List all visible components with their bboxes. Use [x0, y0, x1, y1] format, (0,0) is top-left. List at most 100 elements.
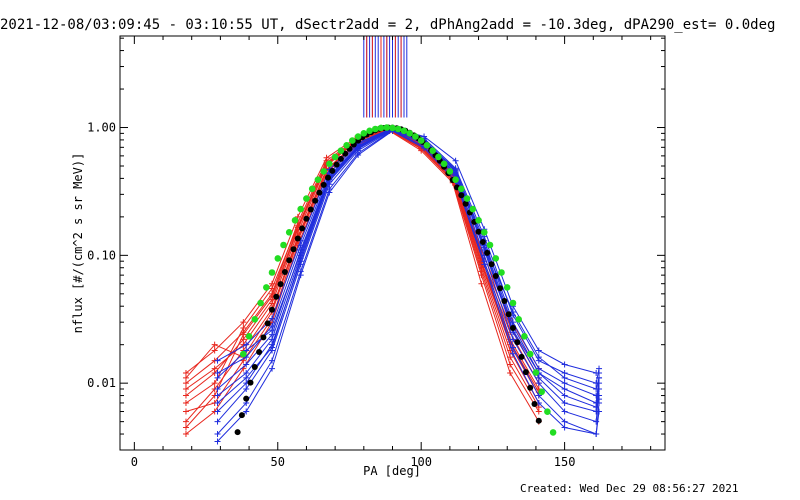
blue-data-point: [561, 418, 568, 425]
black-fit-point: [320, 181, 327, 188]
blue-data-point: [214, 399, 221, 406]
red-data-point: [182, 392, 189, 399]
black-fit-point: [243, 395, 250, 402]
blue-data-point: [481, 244, 488, 251]
black-fit-point: [492, 273, 499, 279]
green-fit-point: [549, 429, 557, 436]
blue-data-point: [481, 261, 488, 268]
black-fit-point: [273, 293, 280, 300]
blue-data-point: [509, 309, 516, 316]
blue-data-point: [596, 380, 603, 387]
black-fit-point: [329, 167, 336, 174]
blue-data-point: [326, 189, 333, 196]
black-fit-point: [488, 261, 495, 268]
black-fit-point: [264, 320, 271, 327]
blue-data-point: [452, 157, 459, 164]
chart-title: 2021-12-08/03:09:45 - 03:10:55 UT, dSect…: [0, 17, 776, 33]
blue-data-point: [561, 399, 568, 406]
black-fit-point: [277, 281, 284, 288]
blue-data-point: [596, 408, 603, 415]
blue-data-point: [214, 374, 221, 381]
green-fit-point: [423, 142, 431, 149]
black-fit-point: [475, 228, 482, 235]
red-data-point: [269, 300, 276, 307]
red-data-point: [182, 374, 189, 381]
black-fit-point: [497, 285, 504, 292]
green-fit-point: [406, 130, 414, 137]
blue-data-point: [269, 344, 276, 351]
green-fit-point: [469, 205, 477, 213]
green-fit-point: [303, 195, 310, 202]
red-data-point: [269, 285, 276, 292]
green-fit-point: [412, 133, 419, 140]
red-data-point: [240, 319, 247, 326]
blue-data-point: [243, 386, 250, 393]
green-fit-point: [515, 316, 522, 323]
blue-data-point: [535, 380, 542, 387]
black-fit-point: [234, 429, 241, 436]
data-series: [182, 36, 603, 445]
green-fit-point: [440, 160, 448, 168]
green-fit-point: [463, 195, 471, 202]
green-fit-point: [337, 147, 345, 154]
green-fit-point: [400, 127, 408, 135]
red-data-point: [240, 331, 247, 338]
blue-data-point: [214, 386, 221, 393]
green-fit-point: [245, 333, 253, 340]
red-data-point: [182, 418, 189, 425]
green-fit-point: [314, 176, 322, 183]
green-fit-point: [274, 255, 282, 262]
blue-data-point: [269, 327, 276, 334]
y-tick-label: 0.10: [87, 248, 116, 262]
black-fit-point: [522, 369, 529, 376]
blue-data-point: [214, 408, 221, 415]
blue-data-point: [214, 357, 221, 364]
blue-data-point: [596, 374, 603, 381]
blue-data-point: [561, 392, 568, 399]
green-fit-point: [435, 153, 442, 161]
black-fit-point: [510, 325, 516, 331]
blue-data-point: [269, 365, 276, 372]
black-fit-point: [281, 269, 288, 275]
green-fit-point: [503, 284, 511, 291]
blue-series-line-7: [217, 128, 599, 397]
blue-data-point: [561, 380, 568, 387]
black-fit-point: [505, 311, 512, 318]
green-fit-point: [297, 205, 305, 213]
green-fit-point: [526, 350, 534, 358]
x-tick-label: 50: [271, 455, 285, 469]
green-fit-point: [394, 125, 402, 133]
blue-data-point: [596, 396, 603, 403]
green-fit-point: [280, 241, 287, 249]
y-tick-label: 0.01: [87, 376, 116, 390]
green-fit-point: [331, 153, 339, 161]
blue-data-point: [561, 408, 568, 415]
blue-data-point: [535, 392, 542, 399]
black-fit-point: [527, 384, 534, 391]
green-fit-point: [343, 142, 350, 149]
red-data-point: [478, 268, 485, 275]
black-fit-point: [238, 412, 245, 419]
black-fit-point: [299, 225, 306, 232]
black-fit-point: [518, 353, 525, 360]
red-data-point: [507, 361, 514, 368]
green-fit-point: [326, 160, 333, 168]
created-timestamp: Created: Wed Dec 29 08:56:27 2021: [520, 482, 739, 495]
black-fit-point: [531, 401, 538, 407]
blue-data-point: [509, 350, 516, 357]
black-fit-point: [484, 249, 491, 256]
green-fit-point: [268, 269, 276, 276]
green-fit-point: [446, 168, 454, 175]
green-fit-point: [481, 229, 488, 236]
black-fit-point: [501, 298, 508, 304]
green-fit-point: [429, 147, 437, 154]
green-fit-point: [257, 299, 264, 307]
green-fit-point: [532, 369, 540, 376]
blue-data-point: [214, 418, 221, 425]
red-data-point: [211, 341, 218, 348]
black-fit-point: [514, 339, 521, 346]
blue-series-line-10: [217, 128, 600, 408]
black-fit-point: [333, 161, 340, 168]
green-fit-point: [291, 217, 299, 224]
